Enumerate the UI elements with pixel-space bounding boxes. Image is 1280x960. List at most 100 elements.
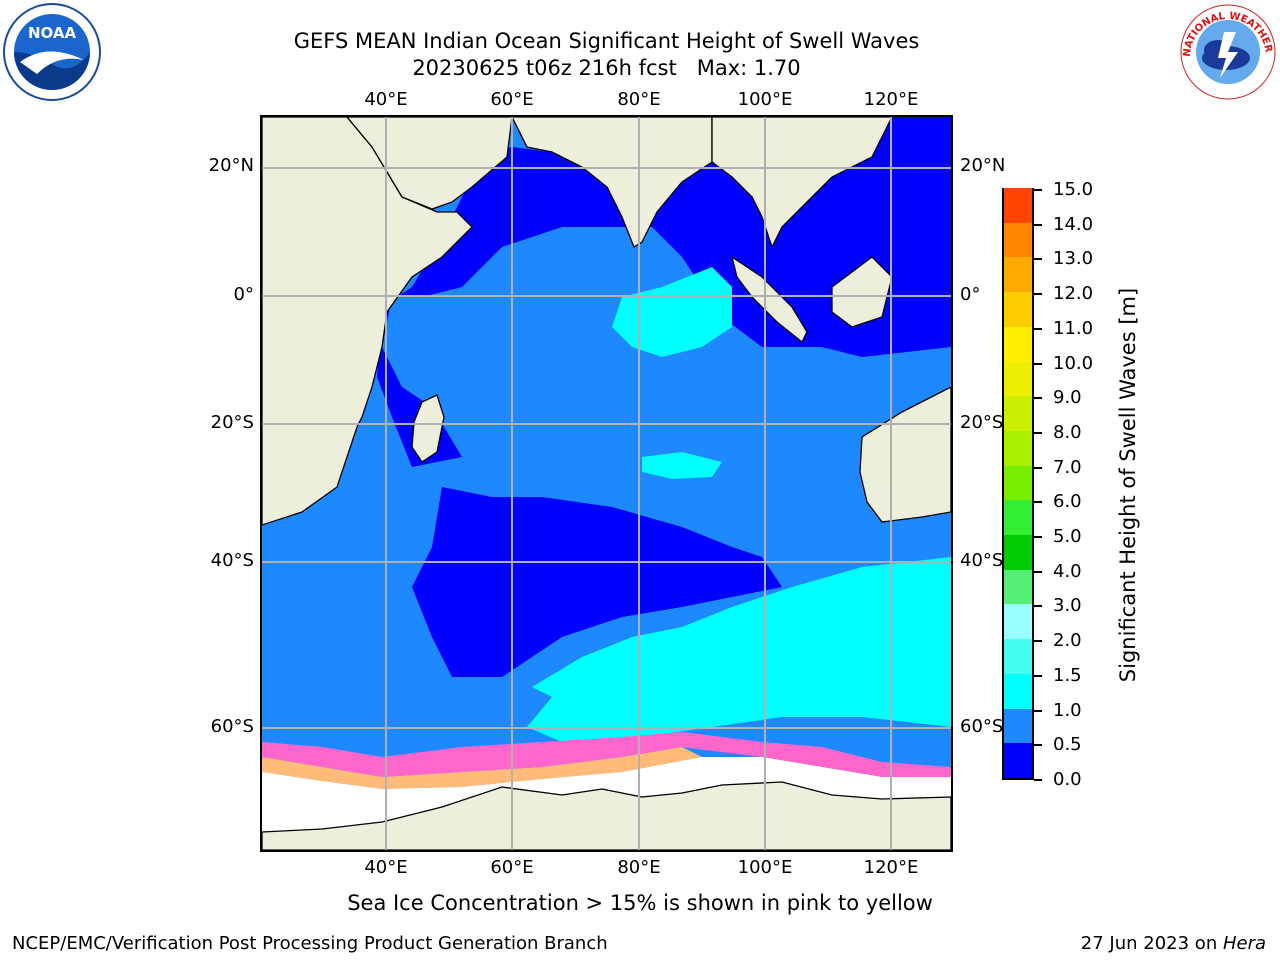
- lat-tick-right: 20°S: [960, 412, 1004, 433]
- lon-tick-top: 100°E: [737, 89, 793, 110]
- chart-title: GEFS MEAN Indian Ocean Significant Heigh…: [293, 29, 920, 53]
- map-canvas: [262, 117, 951, 850]
- colorbar-segment: [1004, 603, 1032, 640]
- colorbar-tick-label: 15.0: [1053, 179, 1094, 200]
- land-madagascar: [411, 394, 445, 463]
- footer-credit: NCEP/EMC/Verification Post Processing Pr…: [12, 933, 608, 954]
- lon-tick-bottom: 40°E: [364, 857, 408, 878]
- sea-ice-edge-pink: [262, 732, 951, 777]
- colorbar-tick-label: 9.0: [1053, 387, 1082, 409]
- lon-tick-top: 40°E: [364, 89, 408, 110]
- colorbar-segment: [1004, 465, 1032, 501]
- colorbar-tick-label: 5.0: [1053, 526, 1082, 548]
- colorbar-segment: [1004, 534, 1032, 570]
- colorbar-tick-label: 8.0: [1053, 421, 1082, 443]
- noaa-logo: NOAA: [3, 3, 101, 101]
- lon-tick-bottom: 120°E: [863, 857, 919, 878]
- lat-tick-left: 20°S: [210, 412, 254, 433]
- colorbar-tick-mark: [1034, 431, 1042, 434]
- colorbar-segment: [1004, 742, 1032, 778]
- colorbar-segment: [1004, 638, 1032, 674]
- colorbar-tick-mark: [1034, 258, 1042, 261]
- land-arabia: [346, 117, 513, 210]
- colorbar: [1002, 187, 1034, 780]
- colorbar-tick-mark: [1034, 570, 1042, 573]
- footer-date-text: 27 Jun 2023 on: [1080, 933, 1223, 954]
- colorbar-tick-label: 0.5: [1053, 734, 1082, 756]
- lat-tick-left: 20°N: [208, 155, 254, 176]
- colorbar-tick-mark: [1034, 223, 1042, 226]
- colorbar-tick-mark: [1034, 362, 1042, 365]
- colorbar-tick-mark: [1034, 501, 1042, 504]
- colorbar-tick-label: 4.0: [1053, 560, 1082, 582]
- lat-tick-right: 60°S: [960, 716, 1004, 737]
- colorbar-tick-mark: [1034, 605, 1042, 608]
- lat-tick-left: 0°: [233, 284, 254, 305]
- colorbar-tick-label: 10.0: [1053, 352, 1094, 374]
- colorbar-tick-mark: [1034, 293, 1042, 296]
- colorbar-tick-label: 3.0: [1053, 595, 1082, 617]
- swell-mid-south: [527, 557, 951, 742]
- land-borneo: [831, 256, 893, 328]
- colorbar-tick-label: 1.5: [1053, 664, 1082, 686]
- graticule: [262, 117, 951, 850]
- footer-date: 27 Jun 2023 on Hera: [1081, 933, 1266, 954]
- colorbar-tick-mark: [1034, 674, 1042, 677]
- noaa-logo-text: NOAA: [28, 24, 77, 42]
- colorbar-tick-label: 6.0: [1053, 491, 1082, 513]
- lat-tick-left: 40°S: [210, 550, 254, 571]
- colorbar-tick-mark: [1034, 709, 1042, 712]
- lat-tick-right: 20°N: [960, 155, 1006, 176]
- colorbar-tick-label: 7.0: [1053, 456, 1082, 478]
- lon-tick-top: 80°E: [617, 89, 661, 110]
- colorbar-tick-mark: [1034, 779, 1042, 781]
- colorbar-segment: [1004, 222, 1032, 258]
- land-antarctica: [262, 781, 951, 850]
- swell-mid-patch: [642, 452, 722, 479]
- land-se-asia: [711, 117, 893, 249]
- colorbar-tick-mark: [1034, 640, 1042, 643]
- map-panel[interactable]: [260, 115, 953, 852]
- sea-ice-edge-orange: [262, 747, 702, 789]
- land-australia: [859, 386, 951, 523]
- colorbar-tick-label: 12.0: [1053, 283, 1094, 305]
- colorbar-segment: [1004, 569, 1032, 605]
- colorbar-tick-label: 11.0: [1053, 317, 1094, 339]
- lon-tick-bottom: 100°E: [737, 857, 793, 878]
- colorbar-segment: [1004, 395, 1032, 431]
- colorbar-tick-label: 14.0: [1053, 213, 1094, 235]
- chart-subtitle: 20230625 t06z 216h fcst Max: 1.70: [412, 56, 801, 80]
- colorbar-tick-mark: [1034, 536, 1042, 539]
- footer-machine: Hera: [1222, 933, 1266, 954]
- colorbar-tick-label: 1.0: [1053, 699, 1082, 721]
- colorbar-segment: [1004, 291, 1032, 327]
- colorbar-tick-label: 13.0: [1053, 248, 1094, 270]
- sea-ice-note: Sea Ice Concentration > 15% is shown in …: [347, 891, 933, 915]
- lon-tick-top: 120°E: [863, 89, 919, 110]
- lat-tick-left: 60°S: [210, 716, 254, 737]
- lat-tick-right: 0°: [960, 284, 981, 305]
- swell-mid-equatorial: [612, 267, 732, 357]
- colorbar-segment: [1004, 256, 1032, 293]
- nws-logo: NATIONAL WEATHER SERVICE: [1178, 2, 1276, 100]
- colorbar-tick-mark: [1034, 189, 1042, 191]
- swell-low-south: [412, 487, 782, 677]
- colorbar-segment: [1004, 708, 1032, 744]
- swell-low-north: [377, 117, 951, 467]
- colorbar-segment: [1004, 326, 1032, 362]
- colorbar-tick-mark: [1034, 744, 1042, 747]
- colorbar-tick-mark: [1034, 466, 1042, 469]
- land-sumatra: [730, 255, 808, 344]
- colorbar-segment: [1004, 499, 1032, 536]
- lon-tick-bottom: 60°E: [490, 857, 534, 878]
- colorbar-tick-mark: [1034, 397, 1042, 400]
- colorbar-segment: [1004, 187, 1032, 223]
- colorbar-segment: [1004, 673, 1032, 709]
- colorbar-segment: [1004, 361, 1032, 397]
- colorbar-tick-mark: [1034, 327, 1042, 330]
- colorbar-tick-label: 0.0: [1053, 769, 1082, 790]
- colorbar-title: Significant Height of Swell Waves [m]: [1116, 287, 1140, 683]
- colorbar-tick-label: 2.0: [1053, 630, 1082, 652]
- lon-tick-top: 60°E: [490, 89, 534, 110]
- colorbar-segment: [1004, 430, 1032, 466]
